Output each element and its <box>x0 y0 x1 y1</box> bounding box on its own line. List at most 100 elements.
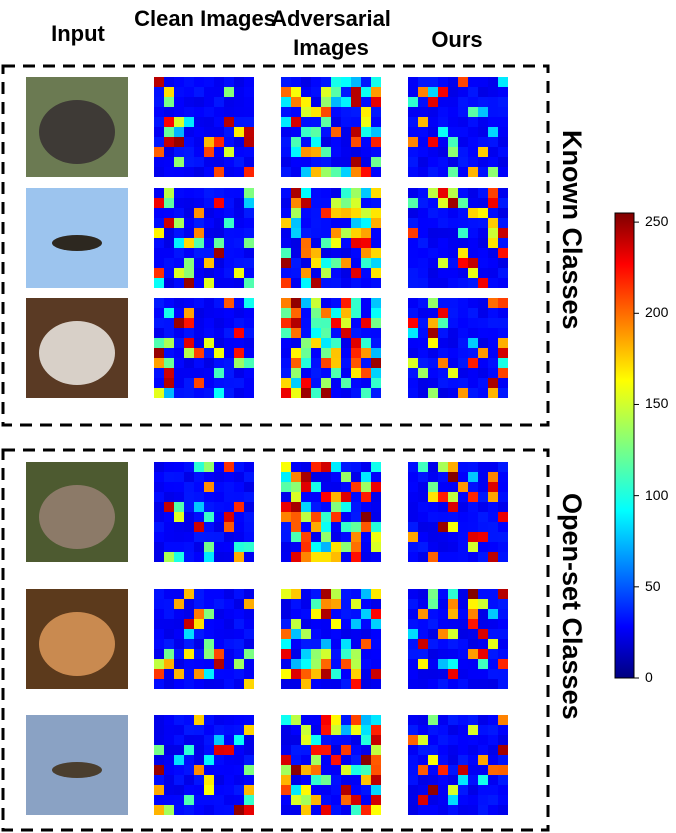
heatmap-cell <box>468 258 478 268</box>
heatmap-cell <box>498 97 508 107</box>
heatmap-cell <box>498 208 508 218</box>
heatmap-cell <box>498 659 508 669</box>
heatmap-cell <box>488 147 498 157</box>
heatmap-cell <box>361 238 371 248</box>
heatmap-cell <box>321 755 331 765</box>
heatmap-cell <box>331 218 341 228</box>
heatmap-cell <box>164 107 174 117</box>
heatmap-cell <box>301 629 311 639</box>
heatmap-cell <box>204 248 214 258</box>
heatmap-cell <box>428 268 438 278</box>
heatmap-cell <box>184 208 194 218</box>
heatmap-cell <box>164 378 174 388</box>
heatmap-cell <box>154 278 164 288</box>
heatmap-cell <box>478 228 488 238</box>
heatmap-cell <box>498 348 508 358</box>
heatmap-cell <box>361 649 371 659</box>
heatmap-cell <box>194 745 204 755</box>
heatmap-cell <box>468 318 478 328</box>
heatmap-cell <box>341 629 351 639</box>
heatmap-cell <box>458 228 468 238</box>
heatmap-cell <box>468 785 478 795</box>
heatmap-cell <box>214 298 224 308</box>
heatmap-cell <box>361 795 371 805</box>
heatmap-cell <box>184 378 194 388</box>
heatmap-cell <box>301 609 311 619</box>
heatmap-cell <box>458 522 468 532</box>
heatmap-cell <box>224 659 234 669</box>
heatmap-cell <box>301 735 311 745</box>
heatmap-cell <box>428 639 438 649</box>
heatmap-cell <box>488 298 498 308</box>
heatmap-cell <box>244 77 254 87</box>
heatmap-cell <box>371 157 381 167</box>
heatmap-cell <box>234 137 244 147</box>
heatmap-cell <box>458 785 468 795</box>
heatmap-cell <box>174 378 184 388</box>
heatmap-cell <box>478 725 488 735</box>
heatmap-cell <box>244 659 254 669</box>
heatmap-cell <box>351 492 361 502</box>
heatmap-cell <box>361 599 371 609</box>
heatmap-cell <box>164 388 174 398</box>
heatmap-cell <box>164 137 174 147</box>
heatmap-cell <box>341 805 351 815</box>
heatmap-cell <box>311 649 321 659</box>
heatmap-cell <box>498 358 508 368</box>
heatmap-cell <box>428 589 438 599</box>
heatmap-cell <box>204 659 214 669</box>
heatmap-cell <box>371 137 381 147</box>
heatmap-cell <box>234 522 244 532</box>
heatmap-cell <box>418 532 428 542</box>
heatmap-cell <box>361 552 371 562</box>
heatmap-cell <box>214 619 224 629</box>
heatmap-cell <box>458 639 468 649</box>
heatmap-cell <box>311 472 321 482</box>
heatmap-cell <box>174 735 184 745</box>
heatmap-cell <box>331 619 341 629</box>
heatmap-cell <box>224 629 234 639</box>
heatmap-cell <box>488 649 498 659</box>
heatmap-cell <box>428 147 438 157</box>
heatmap-cell <box>174 659 184 669</box>
heatmap-cell <box>214 462 224 472</box>
heatmap-cell <box>311 765 321 775</box>
heatmap-cell <box>164 328 174 338</box>
heatmap-cell <box>244 589 254 599</box>
heatmap-cell <box>408 462 418 472</box>
heatmap-cell <box>438 482 448 492</box>
heatmap-cell <box>194 795 204 805</box>
heatmap-cell <box>448 659 458 669</box>
heatmap-cell <box>214 238 224 248</box>
heatmap-cell <box>244 532 254 542</box>
heatmap-cell <box>361 258 371 268</box>
heatmap-cell <box>281 472 291 482</box>
heatmap-cell <box>408 715 418 725</box>
heatmap-cell <box>291 77 301 87</box>
heatmap-cell <box>244 137 254 147</box>
heatmap-cell <box>438 795 448 805</box>
heatmap-cell <box>371 328 381 338</box>
heatmap-cell <box>331 725 341 735</box>
colorbar-tick-label: 50 <box>645 577 661 594</box>
heatmap-cell <box>331 795 341 805</box>
heatmap-cell <box>351 77 361 87</box>
heatmap-cell <box>214 589 224 599</box>
heatmap-cell <box>361 619 371 629</box>
heatmap-cell <box>448 157 458 167</box>
heatmap-cell <box>438 472 448 482</box>
heatmap-cell <box>234 228 244 238</box>
heatmap-cell <box>408 368 418 378</box>
heatmap-cell <box>154 472 164 482</box>
heatmap-cell <box>281 745 291 755</box>
heatmap-cell <box>488 208 498 218</box>
heatmap-cell <box>498 117 508 127</box>
heatmap-cell <box>341 107 351 117</box>
heatmap-cell <box>488 725 498 735</box>
heatmap-cell <box>458 619 468 629</box>
heatmap-cell <box>311 502 321 512</box>
heatmap-cell <box>408 198 418 208</box>
heatmap-cell <box>418 268 428 278</box>
heatmap-cell <box>478 492 488 502</box>
heatmap-cell <box>291 97 301 107</box>
